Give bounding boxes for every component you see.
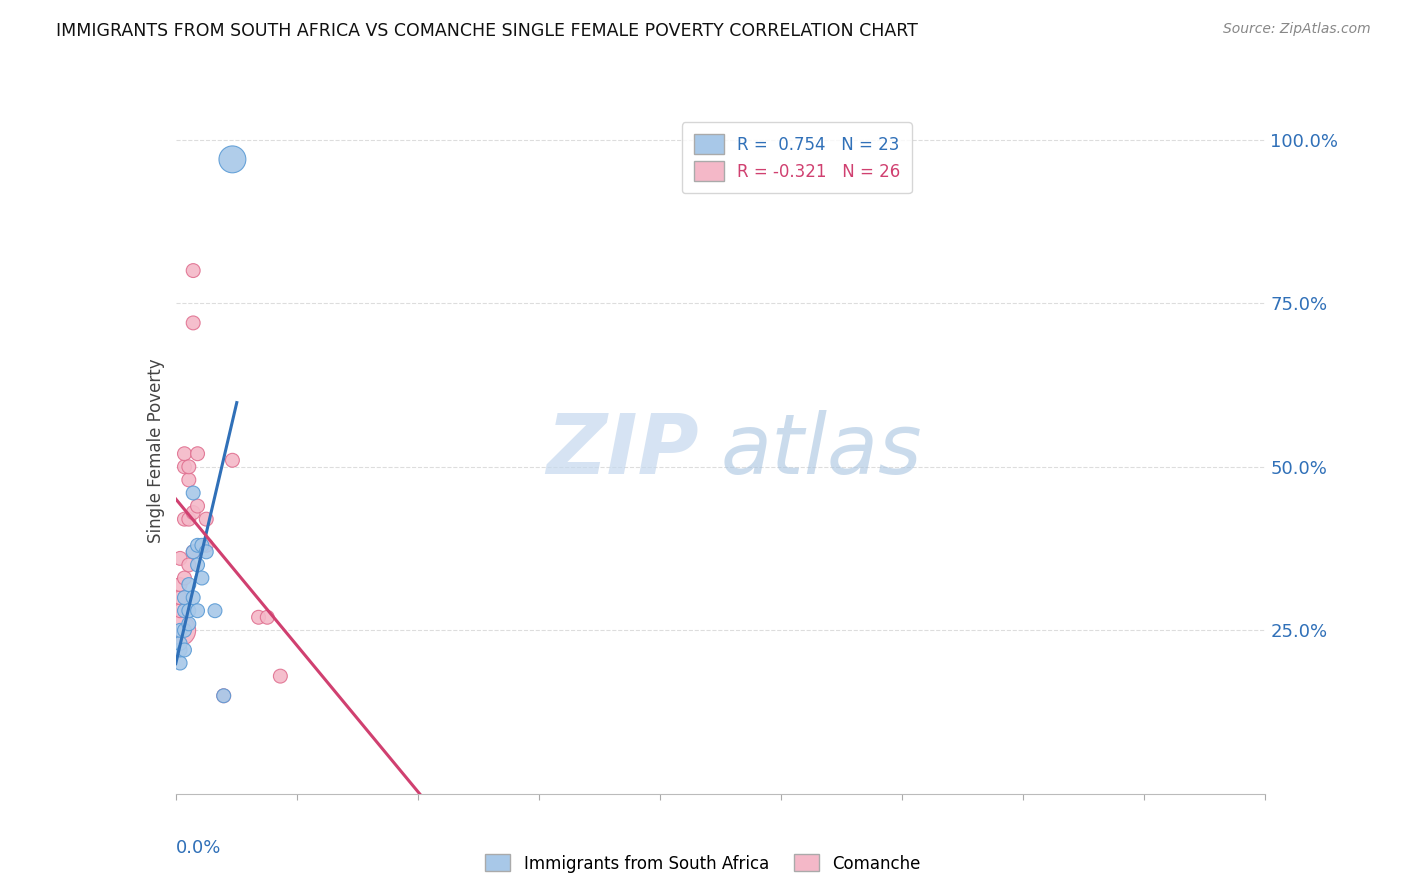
Point (169, 624, 191, 638)
Point (169, 577, 191, 591)
Point (186, 538, 209, 552)
Point (195, 512, 218, 526)
Point (181, 506, 204, 520)
Point (212, 689, 235, 703)
Point (212, 689, 235, 703)
Point (191, 538, 214, 552)
Point (181, 263, 204, 277)
Point (256, 610, 278, 624)
Point (173, 459, 195, 474)
Point (169, 643, 191, 657)
Point (169, 656, 191, 670)
Point (173, 447, 195, 461)
Point (173, 604, 195, 618)
Point (181, 591, 204, 605)
Point (177, 512, 200, 526)
Point (221, 453, 243, 467)
Legend: Immigrants from South Africa, Comanche: Immigrants from South Africa, Comanche (478, 847, 928, 880)
Point (177, 473, 200, 487)
Point (269, 669, 291, 683)
Point (191, 571, 214, 585)
Text: 0.0%: 0.0% (176, 838, 221, 856)
Point (195, 545, 218, 559)
Text: atlas: atlas (721, 410, 922, 491)
Point (169, 591, 191, 605)
Point (186, 499, 209, 513)
Point (173, 571, 195, 585)
Point (177, 577, 200, 591)
Point (221, 153, 243, 167)
Point (169, 624, 191, 638)
Point (247, 610, 270, 624)
Point (181, 486, 204, 500)
Point (169, 636, 191, 650)
Point (186, 447, 209, 461)
Point (177, 459, 200, 474)
Point (195, 538, 218, 552)
Point (181, 545, 204, 559)
Point (181, 316, 204, 330)
Text: Source: ZipAtlas.com: Source: ZipAtlas.com (1223, 22, 1371, 37)
Point (177, 616, 200, 631)
Point (173, 512, 195, 526)
Text: IMMIGRANTS FROM SOUTH AFRICA VS COMANCHE SINGLE FEMALE POVERTY CORRELATION CHART: IMMIGRANTS FROM SOUTH AFRICA VS COMANCHE… (56, 22, 918, 40)
Point (173, 643, 195, 657)
Point (177, 558, 200, 572)
Point (169, 551, 191, 566)
Point (169, 604, 191, 618)
Legend: R =  0.754   N = 23, R = -0.321   N = 26: R = 0.754 N = 23, R = -0.321 N = 26 (682, 122, 912, 193)
Point (186, 604, 209, 618)
Text: ZIP: ZIP (546, 410, 699, 491)
Point (181, 545, 204, 559)
Point (204, 604, 226, 618)
Point (173, 591, 195, 605)
Point (186, 558, 209, 572)
Point (173, 624, 195, 638)
Point (177, 604, 200, 618)
Y-axis label: Single Female Poverty: Single Female Poverty (146, 359, 165, 542)
